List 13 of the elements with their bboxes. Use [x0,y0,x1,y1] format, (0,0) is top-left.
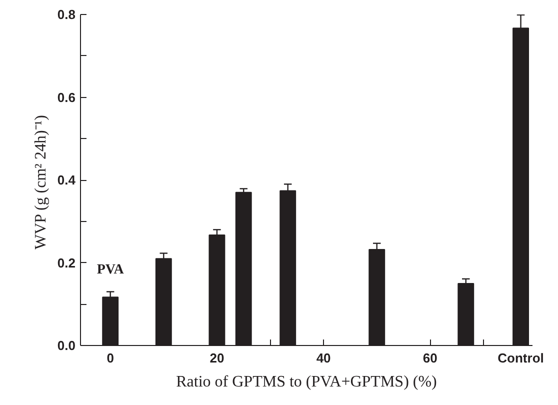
x-tick-label: 40 [316,350,331,366]
x-tick-label: 60 [422,350,438,366]
x-axis-title: Ratio of GPTMS to (PVA+GPTMS) (%) [176,374,437,390]
y-tick-label: 0.0 [57,338,76,353]
y-tick-label: 0.6 [57,90,76,105]
x-tick-label: 0 [106,350,114,366]
y-tick-label: 0.2 [57,255,76,270]
x-tick-label: 20 [210,350,224,366]
annotation: PVA [96,262,125,278]
x-tick-label: Control [498,350,544,366]
y-axis-title: WVP (g (cm² 24h)⁻¹) [32,115,50,250]
y-tick-label: 0.4 [57,172,76,188]
y-tick-label: 0.8 [57,7,76,22]
